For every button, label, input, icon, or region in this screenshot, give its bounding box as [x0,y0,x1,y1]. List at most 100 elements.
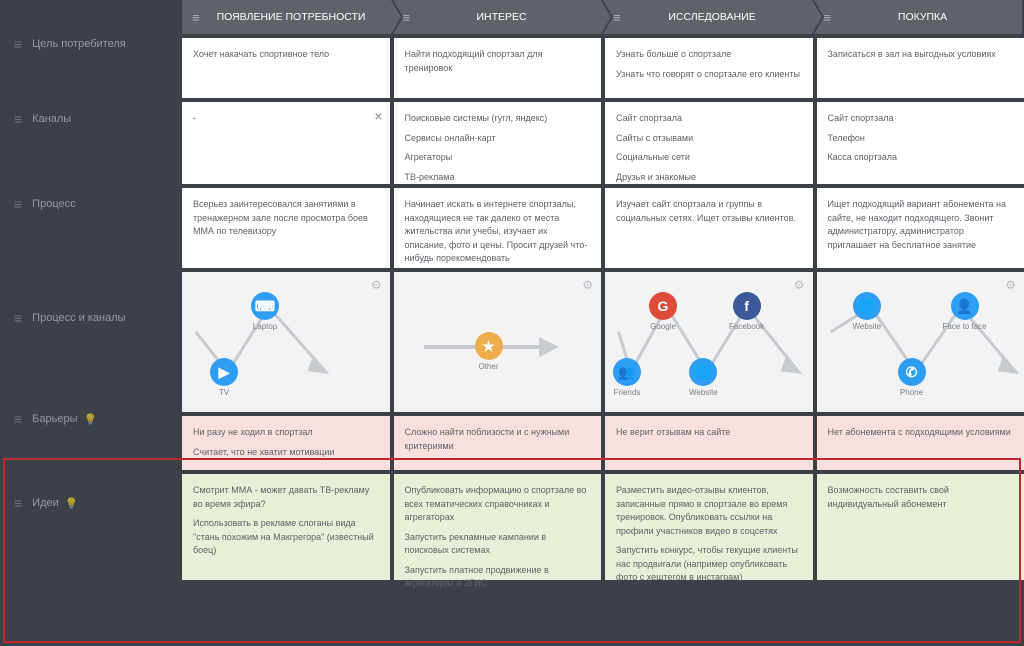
cell-text: Найти подходящий спортзал для тренировок [405,48,591,75]
node-icon: 👤 [951,292,979,320]
cell-text: Опубликовать информацию о спортзале во в… [405,484,591,525]
cell-text: Поисковые системы (гугл, яндекс) [405,112,591,126]
cell-text: Хочет накачать спортивное тело [193,48,379,62]
node-icon: G [649,292,677,320]
menu-icon: ≡ [613,10,621,25]
flow-node-face-to-face[interactable]: 👤Face to face [943,292,987,331]
grid-row-5: Смотрит ММА - может давать ТВ-рекламу во… [182,474,1024,580]
cell-text: Друзья и знакомые [616,171,802,185]
grid-row-4: Ни разу не ходил в спортзалСчитает, что … [182,416,1024,470]
bulb-icon: 💡 [65,497,79,510]
flow-node-website[interactable]: 🌐Website [689,358,718,397]
cell-2-0[interactable]: Всерьез заинтересовался занятиями в трен… [182,188,390,268]
cell-text: Сложно найти поблизости и с нужными крит… [405,426,591,453]
flow-cell-2: ⚙GGooglefFacebook👥Friends🌐Website [605,272,813,412]
cell-4-0[interactable]: Ни разу не ходил в спортзалСчитает, что … [182,416,390,470]
cell-text: Начинает искать в интернете спортзалы, н… [405,198,591,266]
cell-text: Не верит отзывам на сайте [616,426,802,440]
cell-4-2[interactable]: Не верит отзывам на сайте [605,416,813,470]
cell-0-2[interactable]: Узнать больше о спортзале Узнать что гово… [605,38,813,98]
flow-node-website[interactable]: 🌐 Website [853,292,882,331]
cell-4-1[interactable]: Сложно найти поблизости и с нужными крит… [394,416,602,470]
flow-node-laptop[interactable]: ⌨ Laptop [251,292,279,331]
cell-5-3[interactable]: Возможность составить свой индивидуальны… [817,474,1024,580]
cell-1-3[interactable]: Сайт спортзалаТелефонКасса спортзала [817,102,1024,184]
cell-text: Использовать в рекламе слоганы вида "ста… [193,517,379,558]
cell-2-1[interactable]: Начинает искать в интернете спортзалы, н… [394,188,602,268]
flow-node-facebook[interactable]: fFacebook [729,292,764,331]
cell-text: Запустить конкурс, чтобы текущие клиенты… [616,544,802,585]
cell-text: Социальные сети [616,151,802,165]
gear-icon[interactable]: ⚙ [582,278,593,292]
menu-icon: ≡ [14,111,22,127]
cell-1-2[interactable]: Сайт спортзалаСайты с отзывамиСоциальные… [605,102,813,184]
cell-text: Сервисы онлайн-карт [405,132,591,146]
cell-2-3[interactable]: Ищет подходящий вариант абонемента на са… [817,188,1024,268]
stage-2[interactable]: ≡ ИССЛЕДОВАНИЕ [603,0,812,34]
grid-row-1: ×- Поисковые системы (гугл, яндекс) Сервис… [182,102,1024,184]
stages-header: ≡ ПОЯВЛЕНИЕ ПОТРЕБНОСТИ ≡ ИНТЕРЕС ≡ ИССЛЕДОВА… [182,0,1024,34]
flow-node-tv[interactable]: ▶TV [210,358,238,397]
node-label: Laptop [251,322,279,331]
cell-4-3[interactable]: Нет абонемента с подходящими условиями [817,416,1024,470]
sidebar-row-5: ≡Идеи💡 [0,448,182,558]
cell-0-3[interactable]: Записаться в зал на выгодных условиях [817,38,1024,98]
flow-row: ⚙⌨Laptop▶TV⚙★Other⚙GGooglefFacebook👥Frie… [182,272,1024,412]
cell-1-0[interactable]: ×- [182,102,390,184]
node-label: Website [853,322,882,331]
cell-text: Агрегаторы [405,151,591,165]
node-icon: f [733,292,761,320]
cell-text: Разместить видео-отзывы клиентов, записа… [616,484,802,538]
cell-1-1[interactable]: Поисковые системы (гугл, яндекс) Сервисы … [394,102,602,184]
flow-cell-3: ⚙🌐Website👤Face to face✆Phone [817,272,1024,412]
cell-text: Узнать больше о спортзале [616,48,802,62]
stage-label: ПОЯВЛЕНИЕ ПОТРЕБНОСТИ [210,11,391,23]
close-icon[interactable]: × [374,106,382,127]
node-label: Website [689,388,718,397]
stage-0[interactable]: ≡ ПОЯВЛЕНИЕ ПОТРЕБНОСТИ [182,0,391,34]
flow-cell-1: ⚙ ★Other [394,272,602,412]
node-icon: ⌨ [251,292,279,320]
sidebar-row-2: ≡Процесс [0,162,182,246]
node-label: Friends [613,388,641,397]
cell-text: Возможность составить свой индивидуальны… [828,484,1014,511]
menu-icon: ≡ [403,10,411,25]
cell-0-1[interactable]: Найти подходящий спортзал для тренировок [394,38,602,98]
stage-3[interactable]: ≡ ПОКУПКА [814,0,1023,34]
stage-label: ИССЛЕДОВАНИЕ [631,11,812,23]
cell-text: Касса спортзала [828,151,1014,165]
main-grid: ≡ ПОЯВЛЕНИЕ ПОТРЕБНОСТИ ≡ ИНТЕРЕС ≡ ИССЛЕДОВА… [182,0,1024,646]
sidebar: ≡Цель потребителя≡Каналы≡Процесс≡Процесс… [0,0,182,646]
cell-text: Телефон [828,132,1014,146]
cell-text: ТВ-реклама [405,171,591,185]
stage-1[interactable]: ≡ ИНТЕРЕС [393,0,602,34]
cell-5-0[interactable]: Смотрит ММА - может давать ТВ-рекламу во… [182,474,390,580]
menu-icon: ≡ [192,10,200,25]
cell-text: Всерьез заинтересовался занятиями в трен… [193,198,379,239]
cell-text: Сайт спортзала [616,112,802,126]
cell-text: Узнать что говорят о спортзале его клиен… [616,68,802,82]
sidebar-row-4: ≡Барьеры💡 [0,390,182,448]
sidebar-row-3: ≡Процесс и каналы [0,246,182,390]
menu-icon: ≡ [824,10,832,25]
node-icon: 🌐 [853,292,881,320]
menu-icon: ≡ [14,411,22,427]
cell-2-2[interactable]: Изучает сайт спортзала и группы в социал… [605,188,813,268]
menu-icon: ≡ [14,36,22,52]
cell-text: Изучает сайт спортзала и группы в социал… [616,198,802,225]
node-icon: ★ [475,332,503,360]
stage-label: ИНТЕРЕС [420,11,601,23]
cell-text: - [193,112,379,126]
flow-node-google[interactable]: G Google [649,292,677,331]
node-label: Google [649,322,677,331]
stage-label: ПОКУПКА [841,11,1022,23]
cell-0-0[interactable]: Хочет накачать спортивное тело [182,38,390,98]
sidebar-label: Процесс и каналы [32,312,125,324]
cell-5-1[interactable]: Опубликовать информацию о спортзале во в… [394,474,602,580]
flow-node-phone[interactable]: ✆Phone [898,358,926,397]
node-label: Phone [898,388,926,397]
flow-node-other[interactable]: ★Other [475,332,503,371]
node-label: TV [210,388,238,397]
cell-5-2[interactable]: Разместить видео-отзывы клиентов, записа… [605,474,813,580]
flow-node-friends[interactable]: 👥Friends [613,358,641,397]
